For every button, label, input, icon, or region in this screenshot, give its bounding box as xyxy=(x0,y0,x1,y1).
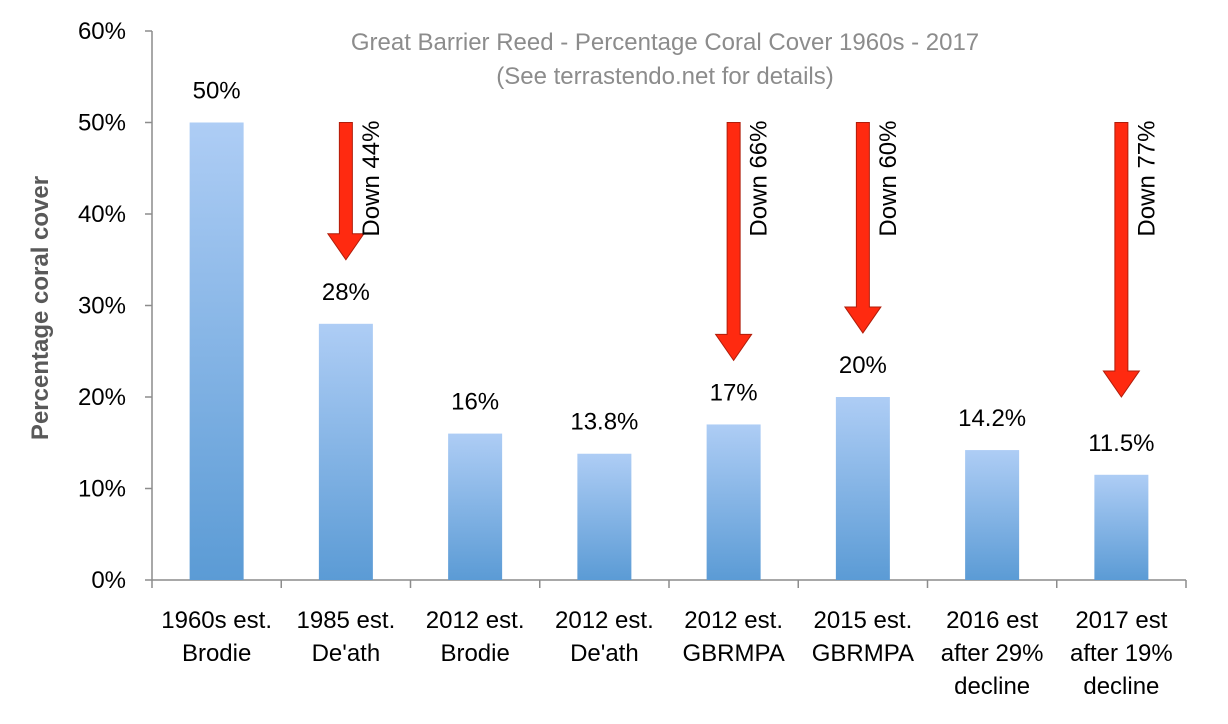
y-tick-label: 0% xyxy=(91,567,126,594)
x-category-label: 2015 est. GBRMPA xyxy=(812,607,914,667)
data-label: 13.8% xyxy=(570,409,638,436)
bar xyxy=(318,323,373,580)
bar xyxy=(965,450,1020,580)
x-category-label: 1985 est. De'ath xyxy=(297,607,396,667)
y-tick-label: 50% xyxy=(78,110,126,137)
arrow-annotation-label: Down 77% xyxy=(1133,121,1160,237)
y-tick-label: 40% xyxy=(78,201,126,228)
down-arrow-icon xyxy=(326,122,365,261)
y-tick-label: 20% xyxy=(78,384,126,411)
chart-title: Great Barrier Reed - Percentage Coral Co… xyxy=(351,29,979,56)
x-category-label: 2012 est. GBRMPA xyxy=(683,607,785,667)
x-category-label: 1960s est. Brodie xyxy=(161,607,272,667)
data-label: 11.5% xyxy=(1088,430,1154,457)
data-label: 14.2% xyxy=(958,405,1026,432)
y-tick-label: 60% xyxy=(78,18,126,45)
down-arrow-icon xyxy=(843,122,882,334)
bar xyxy=(1094,474,1149,580)
data-label: 20% xyxy=(839,352,887,379)
x-category-label: 2012 est. Brodie xyxy=(426,607,525,667)
bars-group: 50% 28% 16% 13.8% 17% 20% 14.2% 11.5% xyxy=(189,78,1155,580)
arrow-annotation-label: Down 44% xyxy=(358,121,385,237)
y-tick-label: 10% xyxy=(78,476,126,503)
chart-subtitle: (See terrastendo.net for details) xyxy=(496,63,834,90)
annotation-arrows: Down 44% Down 66% Down 60% Down 77% xyxy=(326,121,1160,398)
bar xyxy=(835,397,890,580)
x-category-label: 2016 est after 29% decline xyxy=(941,607,1044,700)
x-category-label: 2012 est. De'ath xyxy=(555,607,654,667)
arrow-annotation-label: Down 66% xyxy=(746,121,773,237)
down-arrow-icon xyxy=(1102,122,1141,398)
y-axis-ticks: 0% 10% 20% 30% 40% 50% 60% xyxy=(78,18,152,594)
bar xyxy=(577,453,632,580)
arrow-annotation-label: Down 60% xyxy=(875,121,902,237)
data-label: 28% xyxy=(322,279,370,306)
bar xyxy=(189,122,244,580)
data-label: 50% xyxy=(193,78,241,105)
bar xyxy=(448,433,503,580)
data-label: 16% xyxy=(451,389,499,416)
bar xyxy=(706,424,761,580)
x-axis-categories: 1960s est. Brodie 1985 est. De'ath 2012 est.… xyxy=(151,580,1187,700)
y-axis-label: Percentage coral cover xyxy=(27,176,54,440)
down-arrow-icon xyxy=(714,122,753,362)
x-category-label: 2017 est after 19% decline xyxy=(1070,607,1173,700)
y-tick-label: 30% xyxy=(78,293,126,320)
data-label: 17% xyxy=(710,379,758,406)
